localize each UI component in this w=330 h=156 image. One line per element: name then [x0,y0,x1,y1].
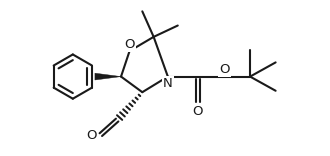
Text: O: O [219,63,230,76]
Polygon shape [95,73,121,80]
Text: O: O [86,129,97,142]
Text: O: O [124,38,135,51]
Text: N: N [163,78,173,90]
Text: O: O [192,105,203,118]
